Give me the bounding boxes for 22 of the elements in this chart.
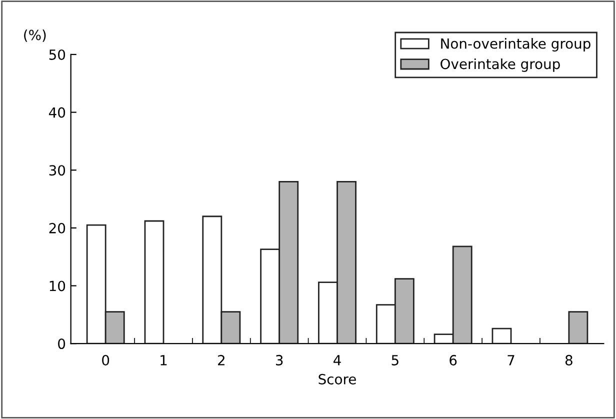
y-tick-label: 30 bbox=[49, 165, 66, 176]
x-tick-label: 4 bbox=[334, 355, 341, 366]
legend-label: Non-overintake group bbox=[441, 38, 590, 52]
x-tick-label: 6 bbox=[450, 354, 457, 366]
y-axis-title: (%) bbox=[24, 29, 46, 42]
y-tick-label: 10 bbox=[50, 280, 66, 292]
x-tick-label: 3 bbox=[276, 354, 283, 366]
x-tick-label: 1 bbox=[160, 355, 167, 366]
x-axis-title: Score bbox=[318, 374, 356, 384]
y-tick-label: 20 bbox=[49, 222, 66, 234]
y-tick-label: 50 bbox=[49, 49, 66, 60]
x-tick-label: 0 bbox=[102, 354, 110, 366]
x-tick-label: 2 bbox=[218, 354, 224, 366]
bar bbox=[144, 220, 164, 344]
legend-label: Overintake group bbox=[440, 58, 560, 72]
bar bbox=[568, 311, 588, 344]
x-tick-label: 7 bbox=[508, 355, 514, 366]
y-tick-label: 0 bbox=[58, 338, 66, 350]
bar bbox=[492, 328, 512, 344]
x-tick-label: 5 bbox=[392, 355, 398, 366]
y-tick-label: 40 bbox=[48, 107, 66, 118]
x-tick-label: 8 bbox=[565, 354, 572, 366]
